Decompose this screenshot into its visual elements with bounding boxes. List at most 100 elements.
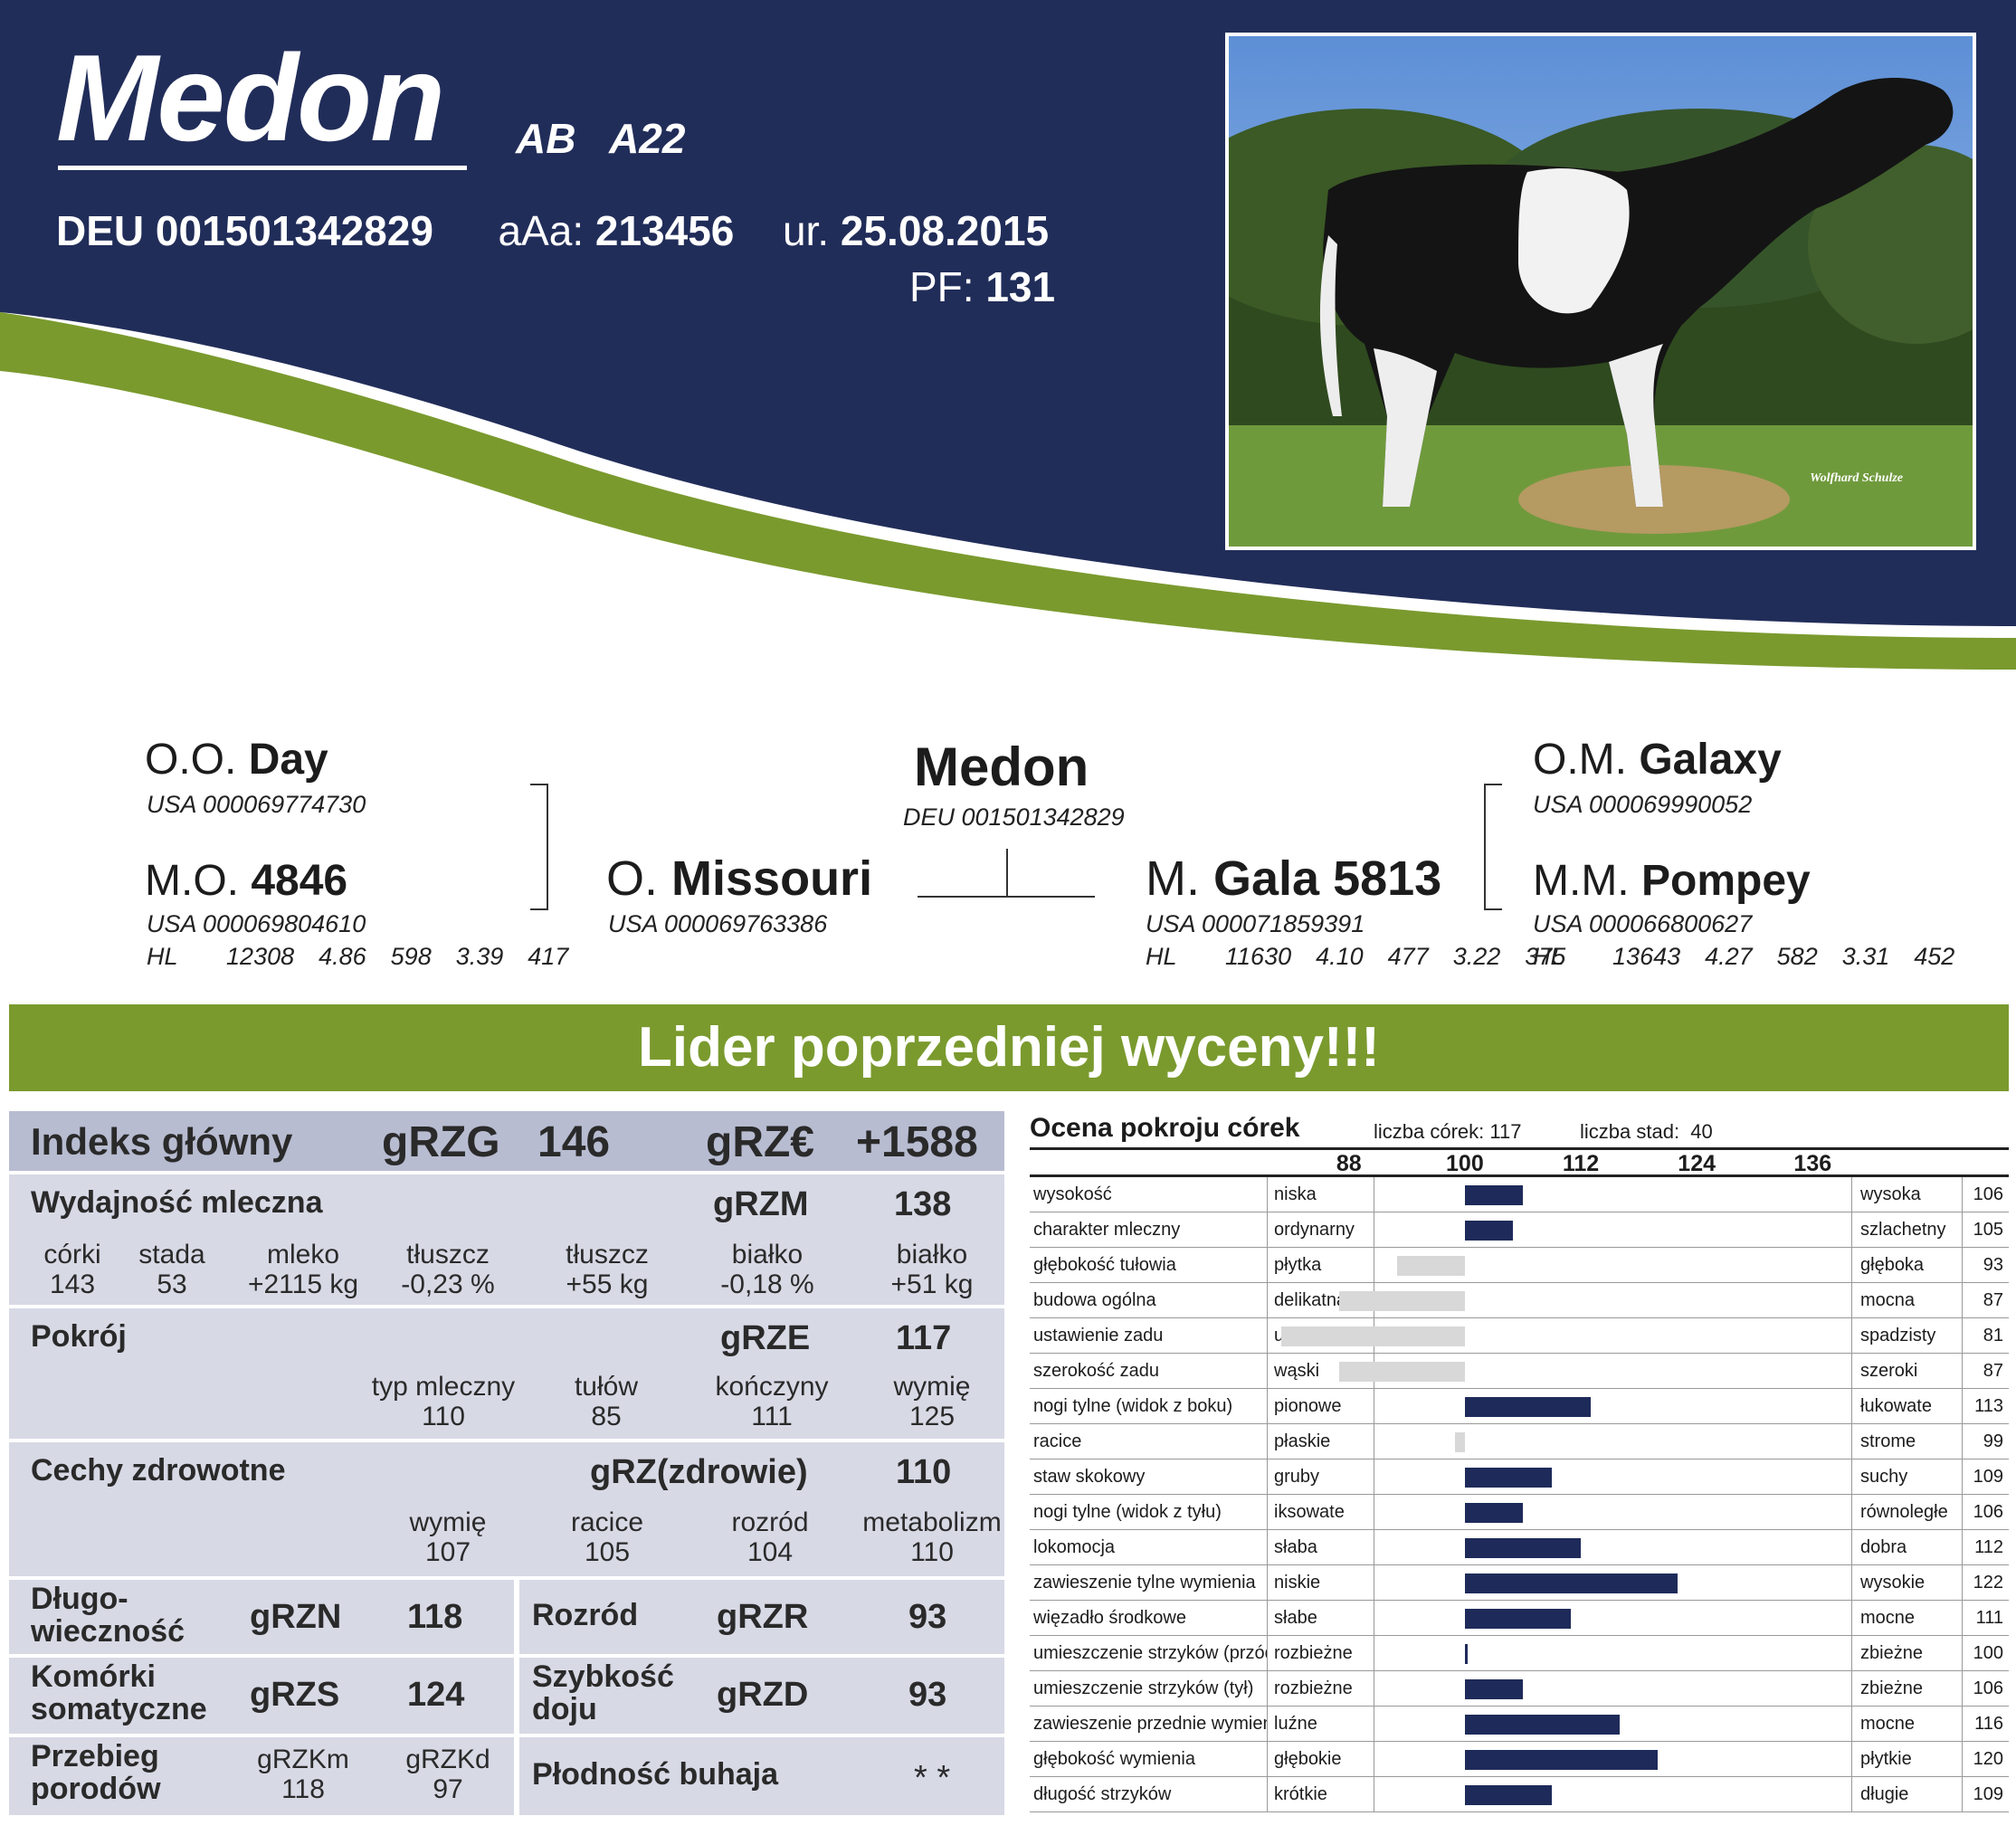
trait-grid-line <box>1962 1177 1963 1212</box>
trait-grid-line <box>1267 1248 1268 1282</box>
sire-sire-name: O.O. Day <box>145 738 328 782</box>
sire-dam-performance: HL 12308 4.86 598 3.39 417 <box>147 943 569 970</box>
grzr-label: gRZR <box>717 1598 809 1636</box>
sire-sire-code: USA 000069774730 <box>147 791 366 818</box>
sire-label: Missouri <box>671 851 873 906</box>
calving-cell: Przebieg porodów gRZKm 118 gRZKd 97 <box>9 1737 514 1815</box>
milk-protein-pct-head: białko <box>731 1240 804 1269</box>
health-hooves-head: racice <box>570 1507 644 1537</box>
trait-grid-line <box>1267 1318 1268 1353</box>
trait-grid-line <box>1267 1530 1268 1564</box>
trait-high-label: strome <box>1860 1431 1916 1451</box>
milk-fat-pct-head: tłuszcz <box>406 1240 490 1269</box>
trait-low-label: niska <box>1274 1184 1317 1204</box>
dam-dam-code: USA 000066800627 <box>1533 910 1753 937</box>
milk-herds-value: 53 <box>157 1269 187 1299</box>
trait-value: 81 <box>1983 1326 2003 1345</box>
grzn-value: 118 <box>407 1598 463 1636</box>
trait-grid-line <box>1962 1530 1963 1564</box>
trait-name: długość strzyków <box>1033 1784 1172 1804</box>
trait-grid-line <box>1267 1459 1268 1494</box>
longevity-label-line2: wieczność <box>31 1613 185 1649</box>
trait-name: umieszczenie strzyków (przód) <box>1033 1643 1267 1663</box>
linear-table: wysokość niska wysoka 106 charakter mleczny o… <box>1030 1174 2009 1812</box>
trait-high-label: płytkie <box>1860 1749 1912 1769</box>
trait-row: głębokość wymienia głębokie płytkie 120 <box>1030 1742 2009 1777</box>
milk-milk-head: mleko <box>266 1240 340 1269</box>
type-col-dairy: typ mleczny 110 <box>353 1372 534 1431</box>
trait-grid-line <box>1851 1636 1852 1670</box>
trait-name: staw skokowy <box>1033 1467 1146 1487</box>
trait-high-label: mocne <box>1860 1714 1916 1734</box>
dam-dam-label: Pompey <box>1640 857 1811 905</box>
milking-cell: Szybkość doju gRZD 93 <box>519 1658 1004 1734</box>
bull-fertility-value: * * <box>914 1759 951 1797</box>
health-col-metab: metabolizm 110 <box>851 1507 1013 1567</box>
trait-bar-positive <box>1464 1468 1552 1488</box>
trait-bar-negative <box>1339 1291 1465 1311</box>
pf-value: 131 <box>985 263 1056 310</box>
type-body-head: tułów <box>574 1372 639 1402</box>
trait-value: 122 <box>1973 1573 2003 1593</box>
linear-header: Ocena pokroju córek liczba córek: 117 li… <box>1030 1111 2009 1176</box>
trait-row: umieszczenie strzyków (tył) rozbieżne zbie… <box>1030 1671 2009 1707</box>
trait-grid-line <box>1851 1424 1852 1459</box>
trait-grid-line <box>1267 1177 1268 1212</box>
trait-row: staw skokowy gruby suchy 109 <box>1030 1459 2009 1495</box>
trait-grid-line <box>1851 1707 1852 1741</box>
trait-high-label: szeroki <box>1860 1361 1918 1381</box>
trait-low-label: słabe <box>1274 1608 1317 1628</box>
grzkm-label: gRZKm <box>257 1745 349 1774</box>
health-metab-head: metabolizm <box>862 1507 1002 1537</box>
trait-value: 113 <box>1974 1396 2003 1416</box>
trait-high-label: wysokie <box>1860 1573 1926 1593</box>
health-udder-head: wymię <box>409 1507 487 1537</box>
pedigree-bull-label: Medon <box>914 737 1089 797</box>
trait-bar-positive <box>1464 1503 1523 1523</box>
main-index-row: Indeks główny gRZG 146 gRZ€ +1588 <box>9 1111 1004 1171</box>
calving-label-line2: porodów <box>31 1771 161 1806</box>
trait-grid-line <box>1962 1707 1963 1741</box>
health-col-hooves: racice 105 <box>548 1507 666 1567</box>
longevity-fertility-row: Długo-wieczność gRZN 118 Rozród gRZR 93 <box>9 1580 1004 1654</box>
dam-performance: HL 11630 4.10 477 3.22 375 <box>1146 943 1566 970</box>
milk-col-protein-pct: białko -0,18 % <box>695 1240 840 1299</box>
scale-tick-112: 112 <box>1562 1151 1600 1176</box>
grz-health-value: 110 <box>896 1453 952 1491</box>
milk-daughters-value: 143 <box>49 1269 96 1299</box>
dam-code: USA 000071859391 <box>1146 910 1365 937</box>
bracket-left <box>530 784 548 910</box>
linear-header-rule <box>1030 1147 2009 1150</box>
trait-grid-line <box>1851 1495 1852 1529</box>
trait-value: 120 <box>1973 1749 2003 1769</box>
type-udder-value: 125 <box>908 1402 956 1431</box>
trait-row: długość strzyków krótkie długie 109 <box>1030 1777 2009 1812</box>
dam-name: M. Gala 5813 <box>1146 854 1441 903</box>
milk-herds-head: stada <box>138 1240 205 1269</box>
trait-bar-positive <box>1464 1679 1523 1699</box>
type-row: Pokrój gRZE 117 typ mleczny 110 tułów 85 k… <box>9 1308 1004 1439</box>
trait-value: 105 <box>1973 1220 2003 1240</box>
trait-low-label: rozbieżne <box>1274 1643 1353 1663</box>
trait-grid-line <box>1267 1777 1268 1811</box>
trait-high-label: zbieżne <box>1860 1678 1923 1698</box>
trait-grid-line <box>1962 1777 1963 1811</box>
trait-grid-line <box>1851 1212 1852 1247</box>
trait-name: nogi tylne (widok z tyłu) <box>1033 1502 1222 1522</box>
trait-value: 109 <box>1973 1784 2003 1804</box>
type-body-value: 85 <box>591 1402 622 1431</box>
grzd-label: gRZD <box>717 1676 809 1714</box>
calving-label: Przebieg porodów <box>31 1740 161 1806</box>
trait-name: głębokość wymienia <box>1033 1749 1195 1769</box>
type-col-body: tułów 85 <box>534 1372 679 1431</box>
trait-bar-positive <box>1464 1785 1552 1805</box>
trait-grid-line <box>1851 1318 1852 1353</box>
trait-value: 112 <box>1974 1537 2003 1557</box>
trait-grid-line <box>1851 1354 1852 1388</box>
trait-name: racice <box>1033 1431 1082 1451</box>
trait-grid-line <box>1267 1389 1268 1423</box>
trait-grid-line <box>1851 1177 1852 1212</box>
trait-row: budowa ogólna delikatna mocna 87 <box>1030 1283 2009 1318</box>
type-dairy-value: 110 <box>422 1402 465 1431</box>
grzn-label: gRZN <box>250 1598 342 1636</box>
